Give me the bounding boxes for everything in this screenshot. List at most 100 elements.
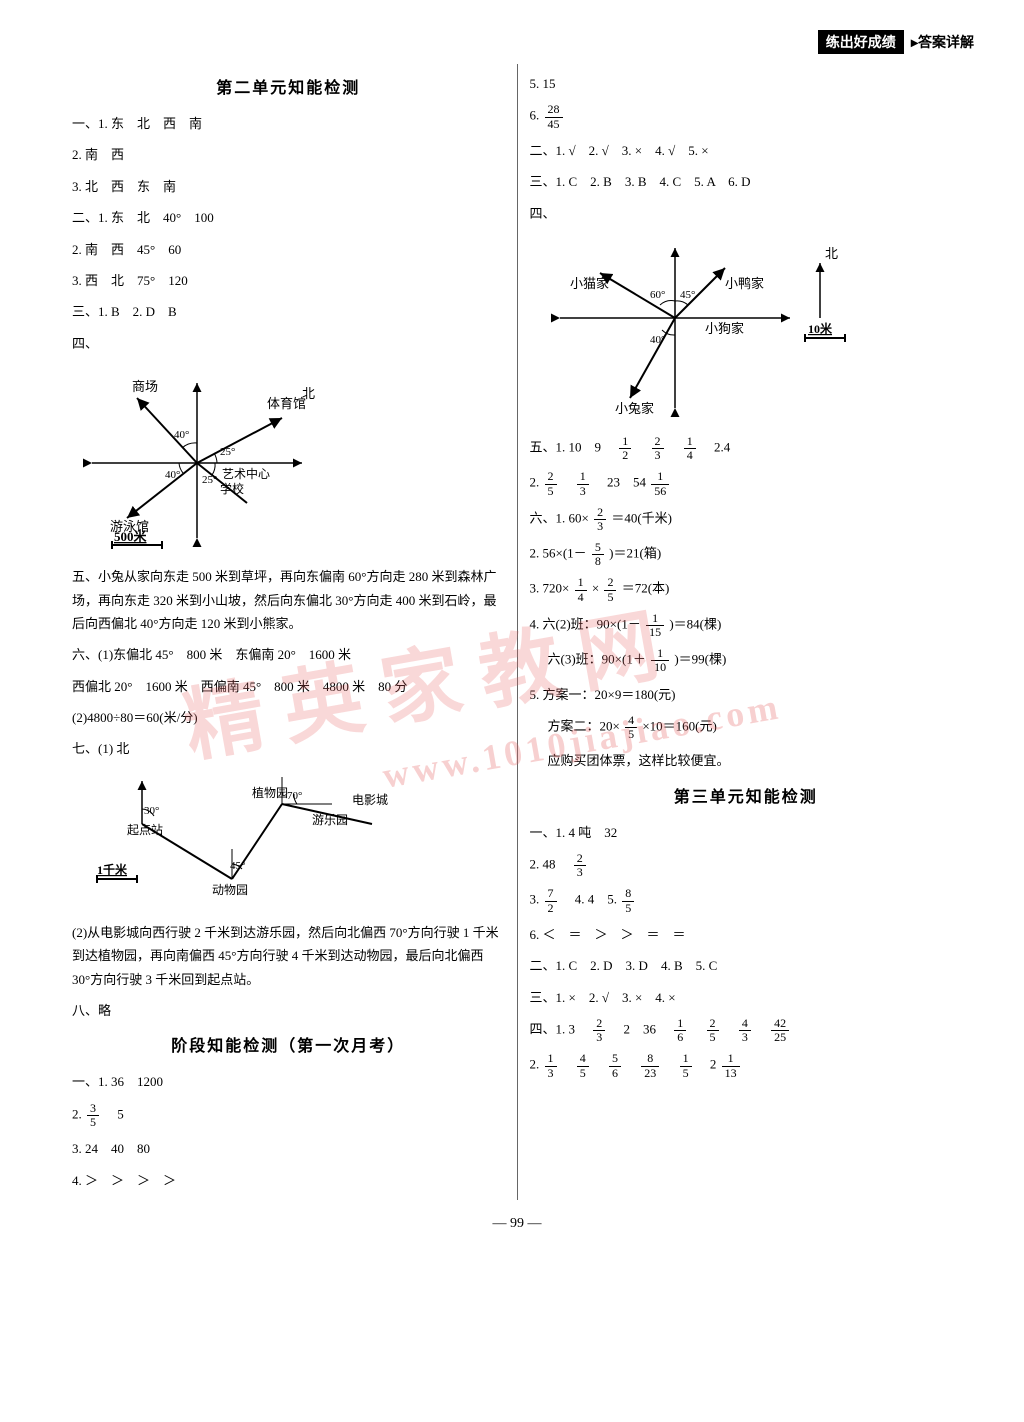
r-s5-2b: 23 54 [594,475,649,490]
u3-3a: 3. [530,892,543,907]
svg-text:40°: 40° [650,334,665,346]
d1-art: 艺术中心 [222,466,270,481]
ans-2-3: 3. 西 北 75° 120 [72,269,505,292]
r-s6-5ba: 方案二：20× [548,719,620,734]
f16: 85 [622,887,634,914]
u3-2a: 2. 48 [530,857,569,872]
m-2-frac: 35 [87,1102,99,1129]
header-sub: ▸答案详解 [911,32,974,52]
ans-5: 五、小兔从家向东走 500 米到草坪，再向东偏南 60°方向走 280 米到森林… [72,565,505,635]
f23: 45 [577,1052,589,1079]
d1-school: 学校 [220,481,244,496]
svg-text:30°: 30° [144,805,159,817]
u3-s3: 三、1. × 2. √ 3. × 4. × [530,986,963,1009]
u3-s4b: 2 36 [611,1022,670,1037]
d2-plant: 植物园 [252,785,288,800]
f12: 110 [651,647,669,674]
f15: 72 [545,887,557,914]
page-header: 练出好成绩 ▸答案详解 [60,30,974,54]
r-s6-5a: 5. 方案一：20×9＝180(元) [530,683,963,706]
r-s6-5c: 应购买团体票，这样比较便宜。 [530,749,963,772]
f20: 43 [739,1017,751,1044]
r-s6-4a: 4. 六(2)班：90×(1－ [530,616,641,631]
r-s6-2b: )＝21(箱) [609,546,661,561]
header-badge: 练出好成绩 [818,30,904,54]
r-s6-3c: ＝72(本) [622,581,670,596]
ans-7-label: 七、(1) 北 [72,737,505,760]
svg-text:45°: 45° [230,860,245,872]
u3-s2: 二、1. C 2. D 3. D 4. B 5. C [530,954,963,977]
u3-2: 2. 48 23 [530,852,963,879]
f24: 56 [609,1052,621,1079]
r-s5-1: 五、1. 10 9 12 23 14 2.4 [530,435,963,462]
diagram-route: 30° 45° 70° 起点站 植物园 动物园 游乐园 电影城 1千米 [72,769,505,913]
r-s6-4b: )＝84(棵) [669,616,721,631]
ans-3: 三、1. B 2. D B [72,300,505,323]
f9: 14 [575,576,587,603]
f14: 23 [574,852,586,879]
r-s6-4ca: 六(3)班：90×(1＋ [548,652,646,667]
ans-1-2: 2. 南 西 [72,143,505,166]
d2-scale: 1千米 [97,862,128,877]
svg-text:70°: 70° [287,790,302,802]
u3-6: 6. ＜ ＝ ＞ ＞ ＝ ＝ [530,923,963,946]
d3-duck: 小鸭家 [725,276,764,291]
r-s5-2a: 2. [530,475,543,490]
u3-3: 3. 72 4. 4 5. 85 [530,887,963,914]
ans-1-1: 一、1. 东 北 西 南 [72,112,505,135]
monthly-title: 阶段知能检测（第一次月考） [72,1032,505,1056]
f13: 45 [625,714,637,741]
f22: 13 [545,1052,557,1079]
svg-text:40°: 40° [165,469,180,481]
f7: 23 [594,506,606,533]
f25: 823 [641,1052,659,1079]
f18: 16 [674,1017,686,1044]
m-2: 2. 35 5 [72,1102,505,1129]
ans-2-1: 二、1. 东 北 40° 100 [72,206,505,229]
u3-3b: 4. 4 5. [562,892,621,907]
u3-s4a: 四、1. 3 [530,1022,589,1037]
d3-dog: 小狗家 [705,321,744,336]
svg-text:40°: 40° [174,429,189,441]
f4: 25 [545,470,557,497]
f2: 23 [652,435,664,462]
svg-text:60°: 60° [650,289,665,301]
ans-2-2: 2. 南 西 45° 60 [72,238,505,261]
u3-s4-1: 四、1. 3 23 2 36 16 25 43 4225 [530,1017,963,1044]
r-5: 5. 15 [530,72,963,95]
right-column: 5. 15 6. 2845 二、1. √ 2. √ 3. × 4. √ 5. ×… [518,64,975,1200]
unit2-title: 第二单元知能检测 [72,74,505,98]
ans-6-2: 西偏北 20° 1600 米 西偏南 45° 800 米 4800 米 80 分 [72,675,505,698]
r-6a: 6. [530,108,543,123]
r-s6-4c: 六(3)班：90×(1＋ 110 )＝99(棵) [530,647,963,674]
f26: 15 [680,1052,692,1079]
u3-s4-2b: 2 [697,1057,720,1072]
f27: 113 [722,1052,740,1079]
d1-mall: 商场 [132,379,158,394]
u3-s4-2a: 2. [530,1057,543,1072]
f11: 115 [646,612,664,639]
svg-text:25°: 25° [202,474,217,486]
svg-text:25°: 25° [220,446,235,458]
ans-7b: (2)从电影城向西行驶 2 千米到达游乐园，然后向北偏西 70°方向行驶 1 千… [72,921,505,991]
r-s6-3a: 3. 720× [530,581,570,596]
d3-scale: 10米 [808,321,833,336]
f10: 25 [604,576,616,603]
f6: 156 [651,470,669,497]
r-s6-1a: 六、1. 60× [530,510,589,525]
r-s6-3: 3. 720× 14 × 25 ＝72(本) [530,576,963,603]
r-s6-5b: 方案二：20× 45 ×10＝160(元) [530,714,963,741]
f8: 58 [592,541,604,568]
left-column: 第二单元知能检测 一、1. 东 北 西 南 2. 南 西 3. 北 西 东 南 … [60,64,518,1200]
r-s6-4: 4. 六(2)班：90×(1－ 115 )＝84(棵) [530,612,963,639]
u3-s4-2: 2. 13 45 56 823 15 2 113 [530,1052,963,1079]
f17: 23 [593,1017,605,1044]
r-s6-2a: 2. 56×(1－ [530,546,587,561]
r-s5-2: 2. 25 13 23 54 156 [530,470,963,497]
m-4: 4. ＞ ＞ ＞ ＞ [72,1169,505,1192]
d2-start: 起点站 [127,823,163,837]
ans-6-1: 六、(1)东偏北 45° 800 米 东偏南 20° 1600 米 [72,643,505,666]
ans-1-3: 3. 北 西 东 南 [72,175,505,198]
m-2b: 5 [104,1106,124,1121]
r-s5-1b: 2.4 [701,440,730,455]
